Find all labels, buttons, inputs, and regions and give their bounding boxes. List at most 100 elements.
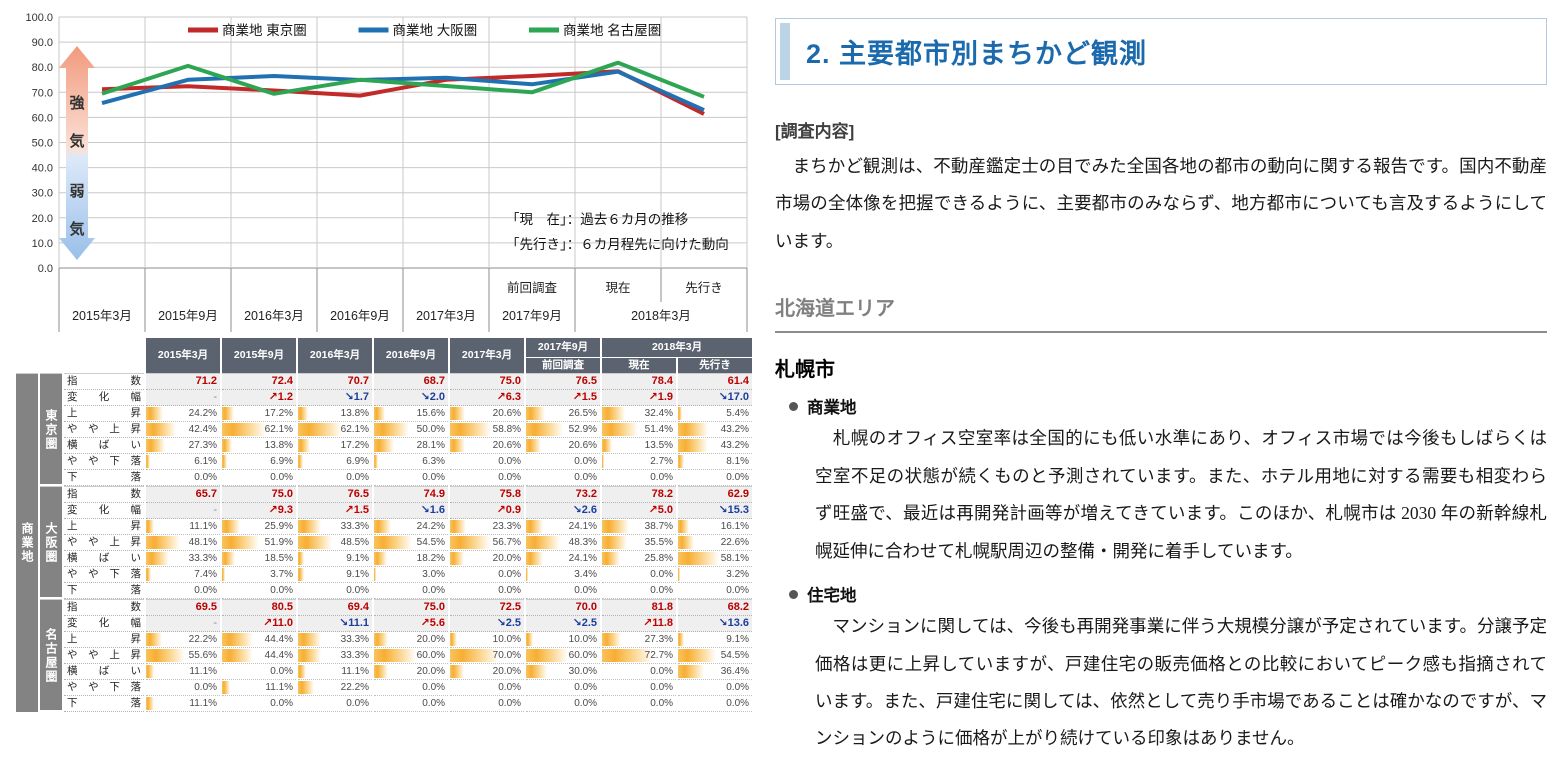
index-cell: 69.5 xyxy=(146,599,221,616)
pct-bar xyxy=(450,520,467,533)
pct-cell: 24.2% xyxy=(146,406,221,422)
pct-cell: 0.0% xyxy=(602,664,677,680)
pct-cell: 0.0% xyxy=(146,470,221,486)
pct-cell: 48.3% xyxy=(526,535,601,551)
pct-bar xyxy=(222,633,254,646)
pct-bar xyxy=(678,423,709,436)
pct-bar xyxy=(374,568,377,581)
gridlines: 0.0 10.0 20.0 30.0 40.0 50.0 60.0 70.0 80.0 90.0 1… xyxy=(25,12,748,275)
pct-bar xyxy=(526,552,543,565)
pct-bar xyxy=(450,423,492,436)
pct-cell: 3.2% xyxy=(678,567,753,583)
sub-header: 前回調査 xyxy=(526,357,601,373)
col-header: 2016年9月 xyxy=(374,338,449,373)
pct-cell: 11.1% xyxy=(222,680,297,696)
change-cell: ↗1.5 xyxy=(298,503,373,519)
pct-bar xyxy=(146,520,154,533)
pct-cell: 48.1% xyxy=(146,535,221,551)
index-cell: 78.4 xyxy=(602,373,677,390)
pct-cell: 22.2% xyxy=(146,632,221,648)
index-cell: 72.5 xyxy=(450,599,525,616)
pct-cell: 13.8% xyxy=(222,438,297,454)
chart-annotations: 「現 在」：過去６カ月の推移「先行き」：６カ月程先に向けた動向 xyxy=(506,212,729,252)
pct-bar xyxy=(222,568,225,581)
pct-bar xyxy=(298,536,333,549)
pct-cell: 18.2% xyxy=(374,551,449,567)
pct-bar xyxy=(602,455,604,468)
pct-bar xyxy=(298,665,306,678)
pct-cell: 51.9% xyxy=(222,535,297,551)
region-label: 大阪圏 xyxy=(40,486,62,599)
change-cell: ↘11.1 xyxy=(298,616,373,632)
pct-cell: 0.0% xyxy=(678,470,753,486)
pct-cell: 0.0% xyxy=(678,696,753,712)
pct-cell: 32.4% xyxy=(602,406,677,422)
page-title: 2. 主要都市別まちかど観測 xyxy=(806,39,1148,69)
pct-cell: 23.3% xyxy=(450,519,525,535)
pct-bar xyxy=(374,649,417,662)
pct-cell: 0.0% xyxy=(526,470,601,486)
region-label: 名古屋圏 xyxy=(40,599,62,712)
pct-cell: 0.0% xyxy=(526,583,601,599)
metric-label: 下 落 xyxy=(64,696,145,712)
index-cell: 73.2 xyxy=(526,486,601,503)
pct-bar xyxy=(374,455,379,468)
pct-cell: 8.1% xyxy=(678,454,753,470)
pct-cell: 0.0% xyxy=(450,696,525,712)
pct-cell: 0.0% xyxy=(526,454,601,470)
pct-cell: 62.1% xyxy=(222,422,297,438)
pct-cell: 6.9% xyxy=(298,454,373,470)
svg-text:「先行き」：６カ月程先に向けた動向: 「先行き」：６カ月程先に向けた動向 xyxy=(506,237,729,252)
pct-cell: 11.1% xyxy=(146,696,221,712)
report-left-pane: 0.0 10.0 20.0 30.0 40.0 50.0 60.0 70.0 80.0 90.0 1… xyxy=(0,0,765,728)
pct-bar xyxy=(146,455,151,468)
pct-cell: 22.6% xyxy=(678,535,753,551)
pct-cell: 55.6% xyxy=(146,648,221,664)
report-right-pane: 2. 主要都市別まちかど観測 [調査内容] まちかど観測は、不動産鑑定士の目でみ… xyxy=(775,0,1547,748)
pct-bar xyxy=(602,407,625,420)
pct-cell: 62.1% xyxy=(298,422,373,438)
pct-bar xyxy=(602,536,627,549)
pct-bar xyxy=(222,649,254,662)
pct-cell: 9.1% xyxy=(298,551,373,567)
pct-cell: 0.0% xyxy=(146,680,221,696)
change-cell: ↘2.6 xyxy=(526,503,601,519)
pct-bar xyxy=(526,407,545,420)
pct-cell: 2.7% xyxy=(602,454,677,470)
pct-bar xyxy=(526,633,534,646)
pct-cell: 58.1% xyxy=(678,551,753,567)
pct-bar xyxy=(146,407,164,420)
index-cell: 76.5 xyxy=(298,486,373,503)
pct-cell: 10.0% xyxy=(450,632,525,648)
pct-bar xyxy=(526,520,543,533)
pct-bar xyxy=(298,649,322,662)
pct-cell: 6.1% xyxy=(146,454,221,470)
pct-cell: 0.0% xyxy=(602,567,677,583)
index-cell: 65.7 xyxy=(146,486,221,503)
pct-cell: 20.6% xyxy=(450,406,525,422)
metric-label: 指 数 xyxy=(64,373,145,390)
pct-cell: 35.5% xyxy=(602,535,677,551)
pct-cell: 44.4% xyxy=(222,632,297,648)
pct-cell: 0.0% xyxy=(602,696,677,712)
commercial-land-bullet-row: 商業地 xyxy=(789,394,1547,418)
pct-bar xyxy=(374,423,410,436)
metric-label: 上 昇 xyxy=(64,406,145,422)
index-cell: 76.5 xyxy=(526,373,601,390)
pct-cell: 24.2% xyxy=(374,519,449,535)
col-header: 2015年3月 xyxy=(146,338,221,373)
pct-cell: 15.6% xyxy=(374,406,449,422)
pct-cell: 0.0% xyxy=(374,470,449,486)
pct-cell: 9.1% xyxy=(298,567,373,583)
pct-bar xyxy=(678,407,682,420)
pct-bar xyxy=(602,423,639,436)
sentiment-data-table: 2015年3月 2015年9月 2016年3月 2016年9月 2017年3月 2017年… xyxy=(14,338,754,712)
pct-cell: 0.0% xyxy=(450,567,525,583)
pct-cell: 20.6% xyxy=(526,438,601,454)
index-cell: 62.9 xyxy=(678,486,753,503)
pct-cell: 20.0% xyxy=(374,664,449,680)
pct-bar xyxy=(298,681,314,694)
residential-land-label: 住宅地 xyxy=(807,587,857,606)
index-cell: 70.7 xyxy=(298,373,373,390)
pct-cell: 3.7% xyxy=(222,567,297,583)
